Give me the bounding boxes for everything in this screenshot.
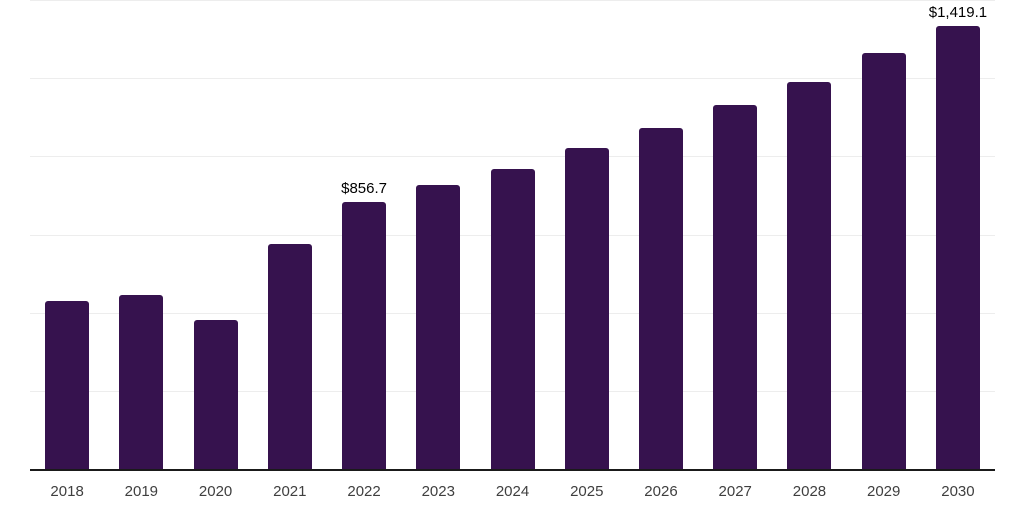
bar-value-label-2022: $856.7	[341, 180, 387, 198]
bar-2023[interactable]	[416, 185, 461, 470]
plot-area: $856.7 $1,419.1	[30, 0, 995, 471]
gridline-1000	[30, 156, 995, 158]
bar-column-2020	[178, 1, 252, 470]
x-tick-label-2027: 2027	[718, 482, 752, 500]
x-tick-label-2019: 2019	[124, 482, 159, 500]
bar-column-2019	[104, 1, 178, 470]
x-tick-label-2020: 2020	[198, 482, 233, 500]
bar-2025[interactable]	[564, 147, 609, 470]
x-axis-labels: 2018 2019 2020 2021 2022 2023 2024 2025 2026 2027…	[30, 470, 995, 512]
x-tick-label-2024: 2024	[495, 482, 530, 500]
bar-2022[interactable]	[342, 202, 387, 470]
bar-2026[interactable]	[638, 127, 683, 470]
bar-column-2028	[772, 1, 846, 470]
bar-column-2027	[698, 1, 772, 470]
x-tick-label-2028: 2028	[792, 482, 827, 500]
x-tick-label-2022: 2022	[347, 482, 381, 500]
bar-column-2026	[624, 1, 698, 470]
bar-2020[interactable]	[193, 319, 238, 470]
gridline-1250	[30, 78, 995, 80]
bar-2019[interactable]	[119, 294, 164, 470]
bar-2018[interactable]	[45, 300, 90, 470]
bar-2021[interactable]	[267, 243, 312, 470]
bars-container: $856.7 $1,419.1	[30, 1, 995, 470]
bar-column-2023	[401, 1, 475, 470]
x-tick-label-2021: 2021	[273, 482, 307, 500]
bar-column-2025	[550, 1, 624, 470]
gridline-1500	[30, 0, 995, 1]
bar-column-2029	[847, 1, 921, 470]
bar-column-2018	[30, 1, 104, 470]
x-tick-label-2030: 2030	[941, 482, 975, 500]
x-tick-label-2023: 2023	[421, 482, 455, 500]
x-tick-label-2029: 2029	[867, 482, 901, 500]
x-tick-label-2025: 2025	[570, 482, 604, 500]
bar-column-2022: $856.7	[327, 1, 401, 470]
x-tick-label-2026: 2026	[644, 482, 678, 500]
bar-column-2024	[475, 1, 549, 470]
bar-2029[interactable]	[861, 53, 906, 470]
x-tick-label-2018: 2018	[50, 482, 84, 500]
bar-2030[interactable]	[935, 26, 980, 470]
bar-value-label-2030: $1,419.1	[928, 4, 988, 22]
bar-column-2021	[253, 1, 327, 470]
bar-2027[interactable]	[713, 105, 758, 470]
x-axis-line	[30, 469, 995, 471]
bar-2028[interactable]	[787, 81, 832, 470]
bar-2024[interactable]	[490, 168, 535, 470]
bar-column-2030: $1,419.1	[921, 1, 995, 470]
